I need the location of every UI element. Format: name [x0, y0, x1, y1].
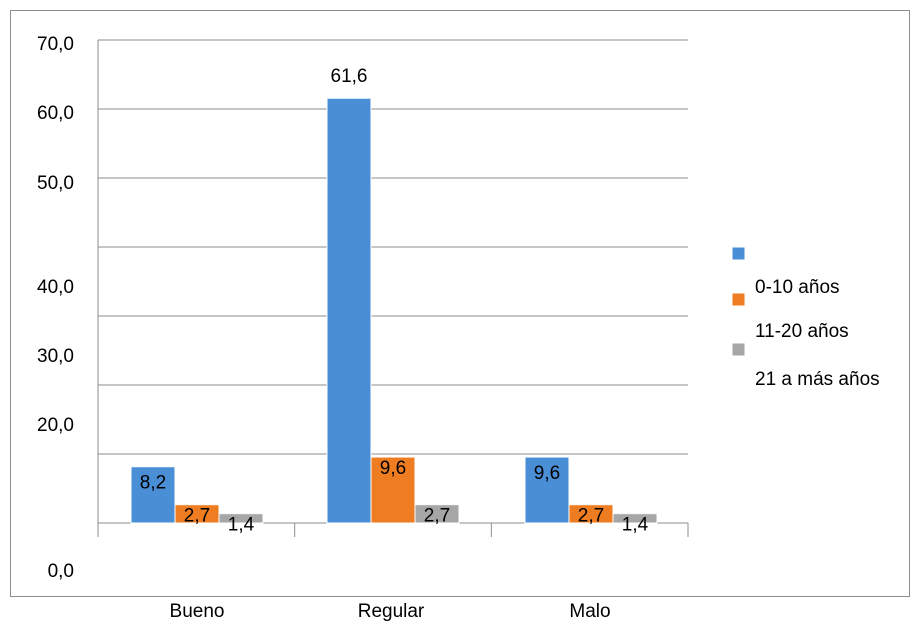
legend: 0-10 años 11-20 años 21 a más años [731, 246, 880, 390]
legend-marker [731, 246, 746, 261]
data-label: 8,2 [140, 472, 166, 493]
bar-highlight [131, 464, 175, 468]
y-axis-tick-labels: 0,0 20,0 30,0 40,0 50,0 60,0 70,0 [37, 34, 74, 582]
data-label: 61,6 [331, 66, 368, 87]
y-tick-label: 50,0 [37, 173, 74, 194]
y-tick-label: 30,0 [37, 346, 74, 367]
legend-label: 0-10 años [755, 277, 840, 298]
bar-series1-bueno [130, 465, 176, 524]
data-label: 2,7 [424, 505, 450, 526]
legend-label: 21 a más años [755, 369, 880, 390]
bar-highlight [327, 95, 371, 99]
bar-highlight [415, 502, 459, 506]
data-label: 2,7 [184, 505, 210, 526]
y-tick-label: 20,0 [37, 415, 74, 436]
legend-marker [731, 292, 746, 307]
legend-label: 11-20 años [755, 321, 849, 342]
data-label: 2,7 [578, 505, 604, 526]
x-tick-label: Bueno [170, 601, 225, 622]
bar-highlight [569, 502, 613, 506]
data-labels: 8,2 61,6 9,6 2,7 9,6 2,7 1,4 2,7 1,4 [140, 66, 649, 535]
x-axis-tick-labels: Bueno Regular Malo [170, 601, 611, 622]
bar-series2-regular [370, 456, 416, 524]
x-tick-label: Regular [358, 601, 425, 622]
data-label: 1,4 [622, 514, 649, 535]
bar-highlight [613, 511, 657, 515]
y-tick-label: 70,0 [37, 34, 74, 55]
y-tick-label: 40,0 [37, 277, 74, 298]
data-label: 1,4 [228, 514, 255, 535]
bar-highlight [175, 502, 219, 506]
data-label: 9,6 [380, 458, 406, 479]
data-label: 9,6 [534, 463, 560, 484]
bar-highlight [371, 454, 415, 458]
x-tick-label: Malo [569, 601, 610, 622]
bar-series1-regular [326, 97, 372, 524]
y-tick-label: 0,0 [48, 561, 74, 582]
bar-highlight [525, 454, 569, 458]
legend-marker [731, 342, 746, 357]
y-tick-label: 60,0 [37, 103, 74, 124]
bars [130, 95, 658, 524]
bar-highlight [219, 511, 263, 515]
